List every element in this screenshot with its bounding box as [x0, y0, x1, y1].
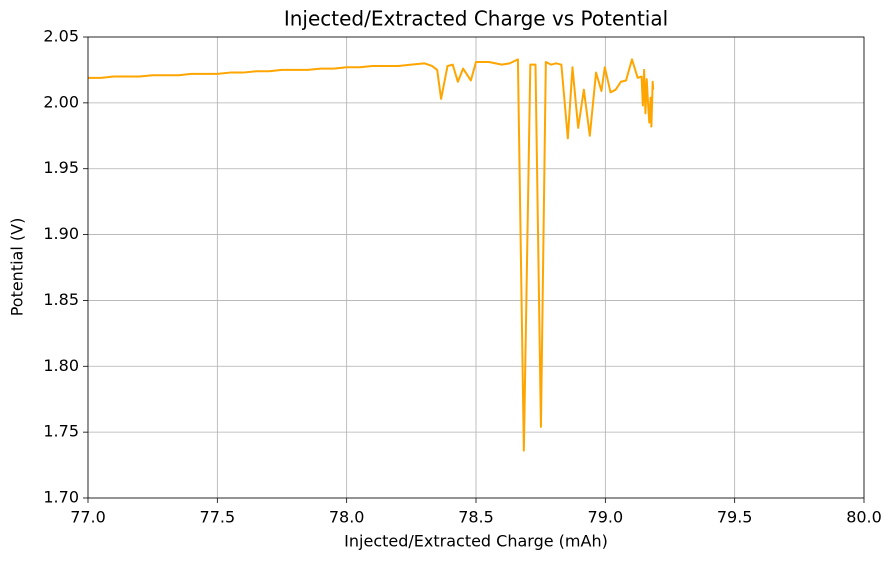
x-tick-label: 79.5	[717, 508, 753, 527]
x-tick-label: 78.5	[458, 508, 494, 527]
y-tick-label: 1.70	[43, 488, 79, 507]
y-tick-label: 1.90	[43, 224, 79, 243]
y-tick-label: 1.75	[43, 422, 79, 441]
plot-frame	[87, 36, 865, 499]
x-tick-label: 79.0	[588, 508, 624, 527]
y-axis-label: Potential (V)	[8, 218, 27, 317]
data-line	[88, 58, 655, 452]
x-tick-label: 78.0	[329, 508, 365, 527]
y-tick-label: 2.00	[43, 92, 79, 111]
x-tick-label: 77.5	[200, 508, 236, 527]
y-tick-label: 1.80	[43, 356, 79, 375]
x-tick-label: 77.0	[70, 508, 106, 527]
x-axis-label: Injected/Extracted Charge (mAh)	[344, 532, 608, 551]
y-tick-label: 2.05	[43, 27, 79, 46]
y-tick-label: 1.85	[43, 290, 79, 309]
x-tick-label: 80.0	[846, 508, 882, 527]
chart-title: Injected/Extracted Charge vs Potential	[284, 7, 668, 31]
y-tick-label: 1.95	[43, 158, 79, 177]
